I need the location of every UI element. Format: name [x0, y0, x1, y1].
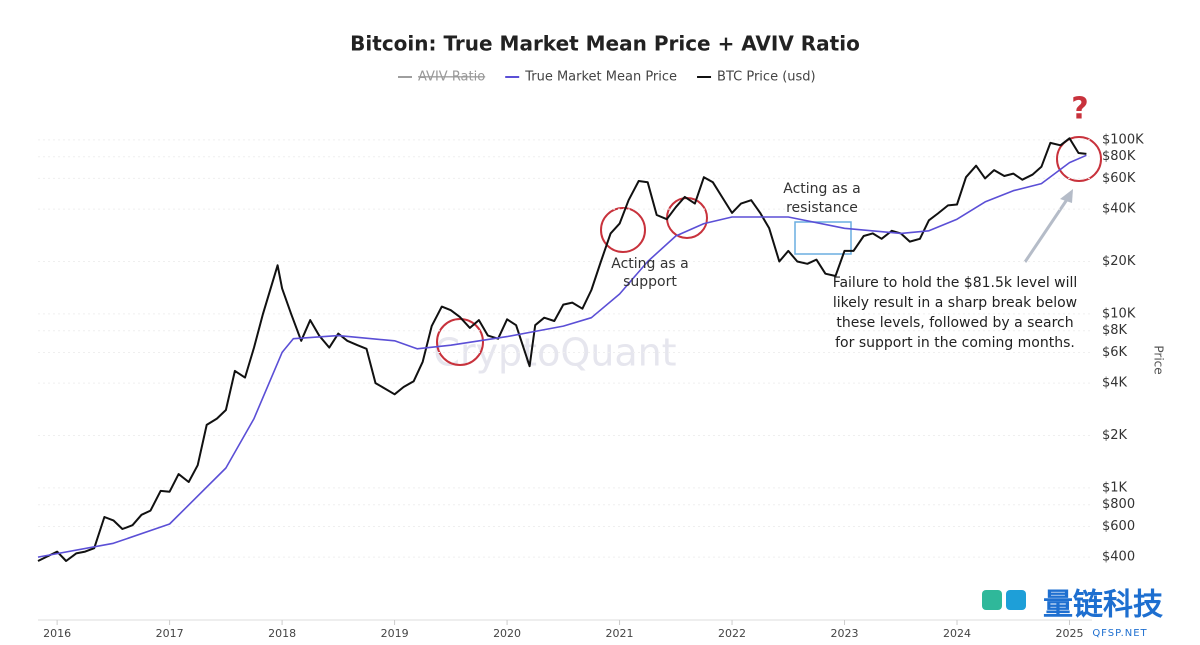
- logo-icon: [982, 590, 1002, 610]
- y-tick-label: $1K: [1102, 480, 1128, 495]
- y-tick-label: $20K: [1102, 254, 1136, 269]
- x-tick-label: 2017: [156, 627, 184, 640]
- y-tick-label: $4K: [1102, 376, 1128, 391]
- highlight-circle: [600, 207, 646, 253]
- annotation: likely result in a sharp break below: [833, 295, 1077, 311]
- arrow-head: [1060, 189, 1073, 203]
- logo: 量链科技 QFSP.NET: [982, 588, 1163, 639]
- logo-text: 量链科技: [1043, 588, 1163, 623]
- y-tick-label: $8K: [1102, 323, 1128, 338]
- y-tick-label: $100K: [1102, 132, 1144, 147]
- x-tick-label: 2024: [943, 627, 971, 640]
- annotation: resistance: [786, 200, 858, 216]
- y-tick-label: $6K: [1102, 345, 1128, 360]
- arrow: [1023, 197, 1070, 263]
- legend-label[interactable]: True Market Mean Price: [524, 70, 677, 85]
- y-tick-label: $80K: [1102, 149, 1136, 164]
- annotation: these levels, followed by a search: [836, 315, 1073, 331]
- x-tick-label: 2018: [268, 627, 296, 640]
- annotation: support: [623, 274, 677, 290]
- logo-icon: [1006, 590, 1026, 610]
- x-tick-label: 2019: [381, 627, 409, 640]
- highlight-circle: [1056, 136, 1102, 182]
- x-tick-label: 2016: [43, 627, 71, 640]
- y-tick-label: $40K: [1102, 202, 1136, 217]
- y-tick-label: $800: [1102, 497, 1135, 512]
- y-tick-label: $60K: [1102, 171, 1136, 186]
- series-line: [37, 137, 1087, 562]
- y-tick-label: $10K: [1102, 306, 1136, 321]
- highlight-box: [794, 221, 852, 255]
- y-tick-label: $2K: [1102, 428, 1128, 443]
- legend-label[interactable]: AVIV Ratio: [418, 70, 485, 85]
- annotation: Acting as a: [611, 256, 689, 272]
- y-tick-label: $400: [1102, 550, 1135, 565]
- x-tick-label: 2022: [718, 627, 746, 640]
- legend-label[interactable]: BTC Price (usd): [717, 70, 816, 85]
- y-tick-label: $600: [1102, 519, 1135, 534]
- x-tick-label: 2025: [1056, 627, 1084, 640]
- annotation: for support in the coming months.: [835, 335, 1075, 351]
- annotation: Acting as a: [783, 181, 861, 197]
- annotation: ?: [1071, 92, 1088, 127]
- x-tick-label: 2021: [606, 627, 634, 640]
- x-tick-label: 2020: [493, 627, 521, 640]
- series-line: [37, 154, 1087, 558]
- logo-site: QFSP.NET: [1092, 628, 1147, 639]
- chart-title: Bitcoin: True Market Mean Price + AVIV R…: [350, 32, 860, 56]
- annotation: Failure to hold the $81.5k level will: [833, 275, 1078, 291]
- highlight-circle: [436, 318, 484, 366]
- x-tick-label: 2023: [831, 627, 859, 640]
- y-axis-label: Price: [1152, 345, 1166, 374]
